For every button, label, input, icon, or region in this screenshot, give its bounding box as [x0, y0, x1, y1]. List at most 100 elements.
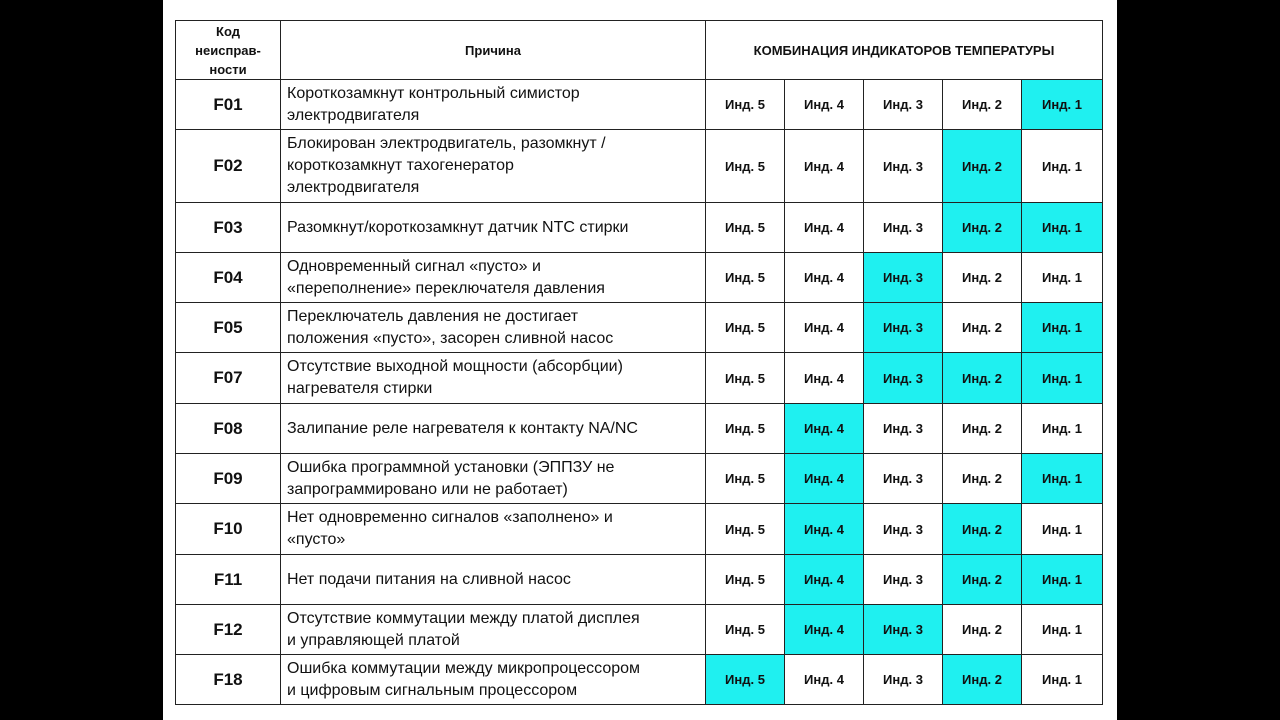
indicator-cell-4: Инд. 4	[784, 252, 864, 303]
indicator-cell-2-lit: Инд. 2	[942, 654, 1022, 705]
indicator-cell-2-lit: Инд. 2	[942, 202, 1022, 253]
indicator-cell-2-lit: Инд. 2	[942, 352, 1022, 404]
indicator-cell-4-lit: Инд. 4	[784, 503, 864, 555]
indicator-cell-4: Инд. 4	[784, 352, 864, 404]
table-row: F10 Нет одновременно сигналов «заполнено»…	[175, 503, 1103, 555]
fault-reason: Залипание реле нагревателя к контакту NA…	[280, 403, 706, 454]
indicator-cell-5: Инд. 5	[705, 403, 785, 454]
indicator-cell-2: Инд. 2	[942, 79, 1022, 130]
indicator-cell-5: Инд. 5	[705, 352, 785, 404]
indicator-cell-5: Инд. 5	[705, 604, 785, 655]
indicator-cell-4-lit: Инд. 4	[784, 554, 864, 605]
fault-reason: Переключатель давления не достигает поло…	[280, 302, 706, 353]
header-indicators: КОМБИНАЦИЯ ИНДИКАТОРОВ ТЕМПЕРАТУРЫ	[705, 20, 1103, 80]
fault-code: F11	[175, 554, 281, 605]
indicator-cell-5: Инд. 5	[705, 252, 785, 303]
indicator-cell-1: Инд. 1	[1021, 252, 1103, 303]
indicator-cell-4: Инд. 4	[784, 302, 864, 353]
indicator-cell-1: Инд. 1	[1021, 129, 1103, 203]
indicator-cell-1-lit: Инд. 1	[1021, 453, 1103, 504]
indicator-cell-1: Инд. 1	[1021, 654, 1103, 705]
indicator-cell-3-lit: Инд. 3	[863, 604, 943, 655]
table-header-row: Код неисправ- ности Причина КОМБИНАЦИЯ И…	[175, 20, 1103, 80]
table-row: F03 Разомкнут/короткозамкнут датчик NTC с…	[175, 202, 1103, 253]
indicator-cell-3-lit: Инд. 3	[863, 252, 943, 303]
table-row: F09 Ошибка программной установки (ЭППЗУ н…	[175, 453, 1103, 504]
indicator-cell-3: Инд. 3	[863, 202, 943, 253]
fault-code: F08	[175, 403, 281, 454]
fault-code: F03	[175, 202, 281, 253]
indicator-cell-1: Инд. 1	[1021, 503, 1103, 555]
indicator-cell-4: Инд. 4	[784, 129, 864, 203]
indicator-cell-5: Инд. 5	[705, 554, 785, 605]
indicator-cell-4: Инд. 4	[784, 654, 864, 705]
indicator-cell-5: Инд. 5	[705, 302, 785, 353]
header-code: Код неисправ- ности	[175, 20, 281, 80]
indicator-cell-3-lit: Инд. 3	[863, 352, 943, 404]
table-row: F18 Ошибка коммутации между микропроцессо…	[175, 654, 1103, 705]
header-reason: Причина	[280, 20, 706, 80]
indicator-cell-2: Инд. 2	[942, 252, 1022, 303]
table-row: F12 Отсутствие коммутации между платой ди…	[175, 604, 1103, 655]
indicator-cell-3: Инд. 3	[863, 453, 943, 504]
fault-code: F18	[175, 654, 281, 705]
indicator-cell-3: Инд. 3	[863, 403, 943, 454]
indicator-cell-1: Инд. 1	[1021, 403, 1103, 454]
indicator-cell-1-lit: Инд. 1	[1021, 202, 1103, 253]
table-row: F05 Переключатель давления не достигает п…	[175, 302, 1103, 353]
indicator-cell-1-lit: Инд. 1	[1021, 79, 1103, 130]
indicator-cell-4: Инд. 4	[784, 202, 864, 253]
indicator-cell-5: Инд. 5	[705, 453, 785, 504]
fault-reason: Нет одновременно сигналов «заполнено» и …	[280, 503, 706, 555]
fault-reason: Короткозамкнут контрольный симистор элек…	[280, 79, 706, 130]
indicator-cell-4-lit: Инд. 4	[784, 453, 864, 504]
fault-reason: Отсутствие выходной мощности (абсорбции)…	[280, 352, 706, 404]
indicator-cell-1: Инд. 1	[1021, 604, 1103, 655]
indicator-cell-5: Инд. 5	[705, 79, 785, 130]
table-row: F07 Отсутствие выходной мощности (абсорбц…	[175, 352, 1103, 404]
fault-code: F01	[175, 79, 281, 130]
indicator-cell-5: Инд. 5	[705, 503, 785, 555]
fault-code: F10	[175, 503, 281, 555]
indicator-cell-4: Инд. 4	[784, 79, 864, 130]
indicator-cell-1-lit: Инд. 1	[1021, 554, 1103, 605]
indicator-cell-3-lit: Инд. 3	[863, 302, 943, 353]
document-page: Код неисправ- ности Причина КОМБИНАЦИЯ И…	[163, 0, 1117, 720]
fault-code: F04	[175, 252, 281, 303]
table-row: F01 Короткозамкнут контрольный симистор э…	[175, 79, 1103, 130]
fault-code: F02	[175, 129, 281, 203]
fault-reason: Нет подачи питания на сливной насос	[280, 554, 706, 605]
table-row: F11 Нет подачи питания на сливной насос Ин…	[175, 554, 1103, 605]
indicator-cell-2-lit: Инд. 2	[942, 554, 1022, 605]
indicator-cell-1-lit: Инд. 1	[1021, 352, 1103, 404]
fault-code: F09	[175, 453, 281, 504]
fault-reason: Ошибка коммутации между микропроцессором…	[280, 654, 706, 705]
indicator-cell-4-lit: Инд. 4	[784, 604, 864, 655]
table-row: F08 Залипание реле нагревателя к контакту…	[175, 403, 1103, 454]
indicator-cell-2-lit: Инд. 2	[942, 503, 1022, 555]
indicator-cell-2: Инд. 2	[942, 302, 1022, 353]
indicator-cell-3: Инд. 3	[863, 654, 943, 705]
fault-reason: Отсутствие коммутации между платой диспл…	[280, 604, 706, 655]
fault-code: F05	[175, 302, 281, 353]
indicator-cell-5-lit: Инд. 5	[705, 654, 785, 705]
indicator-cell-3: Инд. 3	[863, 129, 943, 203]
fault-code: F07	[175, 352, 281, 404]
indicator-cell-3: Инд. 3	[863, 503, 943, 555]
fault-reason: Ошибка программной установки (ЭППЗУ не з…	[280, 453, 706, 504]
indicator-cell-5: Инд. 5	[705, 129, 785, 203]
indicator-cell-3: Инд. 3	[863, 79, 943, 130]
table-row: F04 Одновременный сигнал «пусто» и «переп…	[175, 252, 1103, 303]
indicator-cell-2: Инд. 2	[942, 453, 1022, 504]
fault-reason: Разомкнут/короткозамкнут датчик NTC стир…	[280, 202, 706, 253]
indicator-cell-2: Инд. 2	[942, 604, 1022, 655]
indicator-cell-2: Инд. 2	[942, 403, 1022, 454]
fault-code: F12	[175, 604, 281, 655]
fault-reason: Одновременный сигнал «пусто» и «переполн…	[280, 252, 706, 303]
indicator-cell-1-lit: Инд. 1	[1021, 302, 1103, 353]
indicator-cell-3: Инд. 3	[863, 554, 943, 605]
fault-code-table: Код неисправ- ности Причина КОМБИНАЦИЯ И…	[175, 20, 1103, 705]
indicator-cell-4-lit: Инд. 4	[784, 403, 864, 454]
indicator-cell-5: Инд. 5	[705, 202, 785, 253]
indicator-cell-2-lit: Инд. 2	[942, 129, 1022, 203]
